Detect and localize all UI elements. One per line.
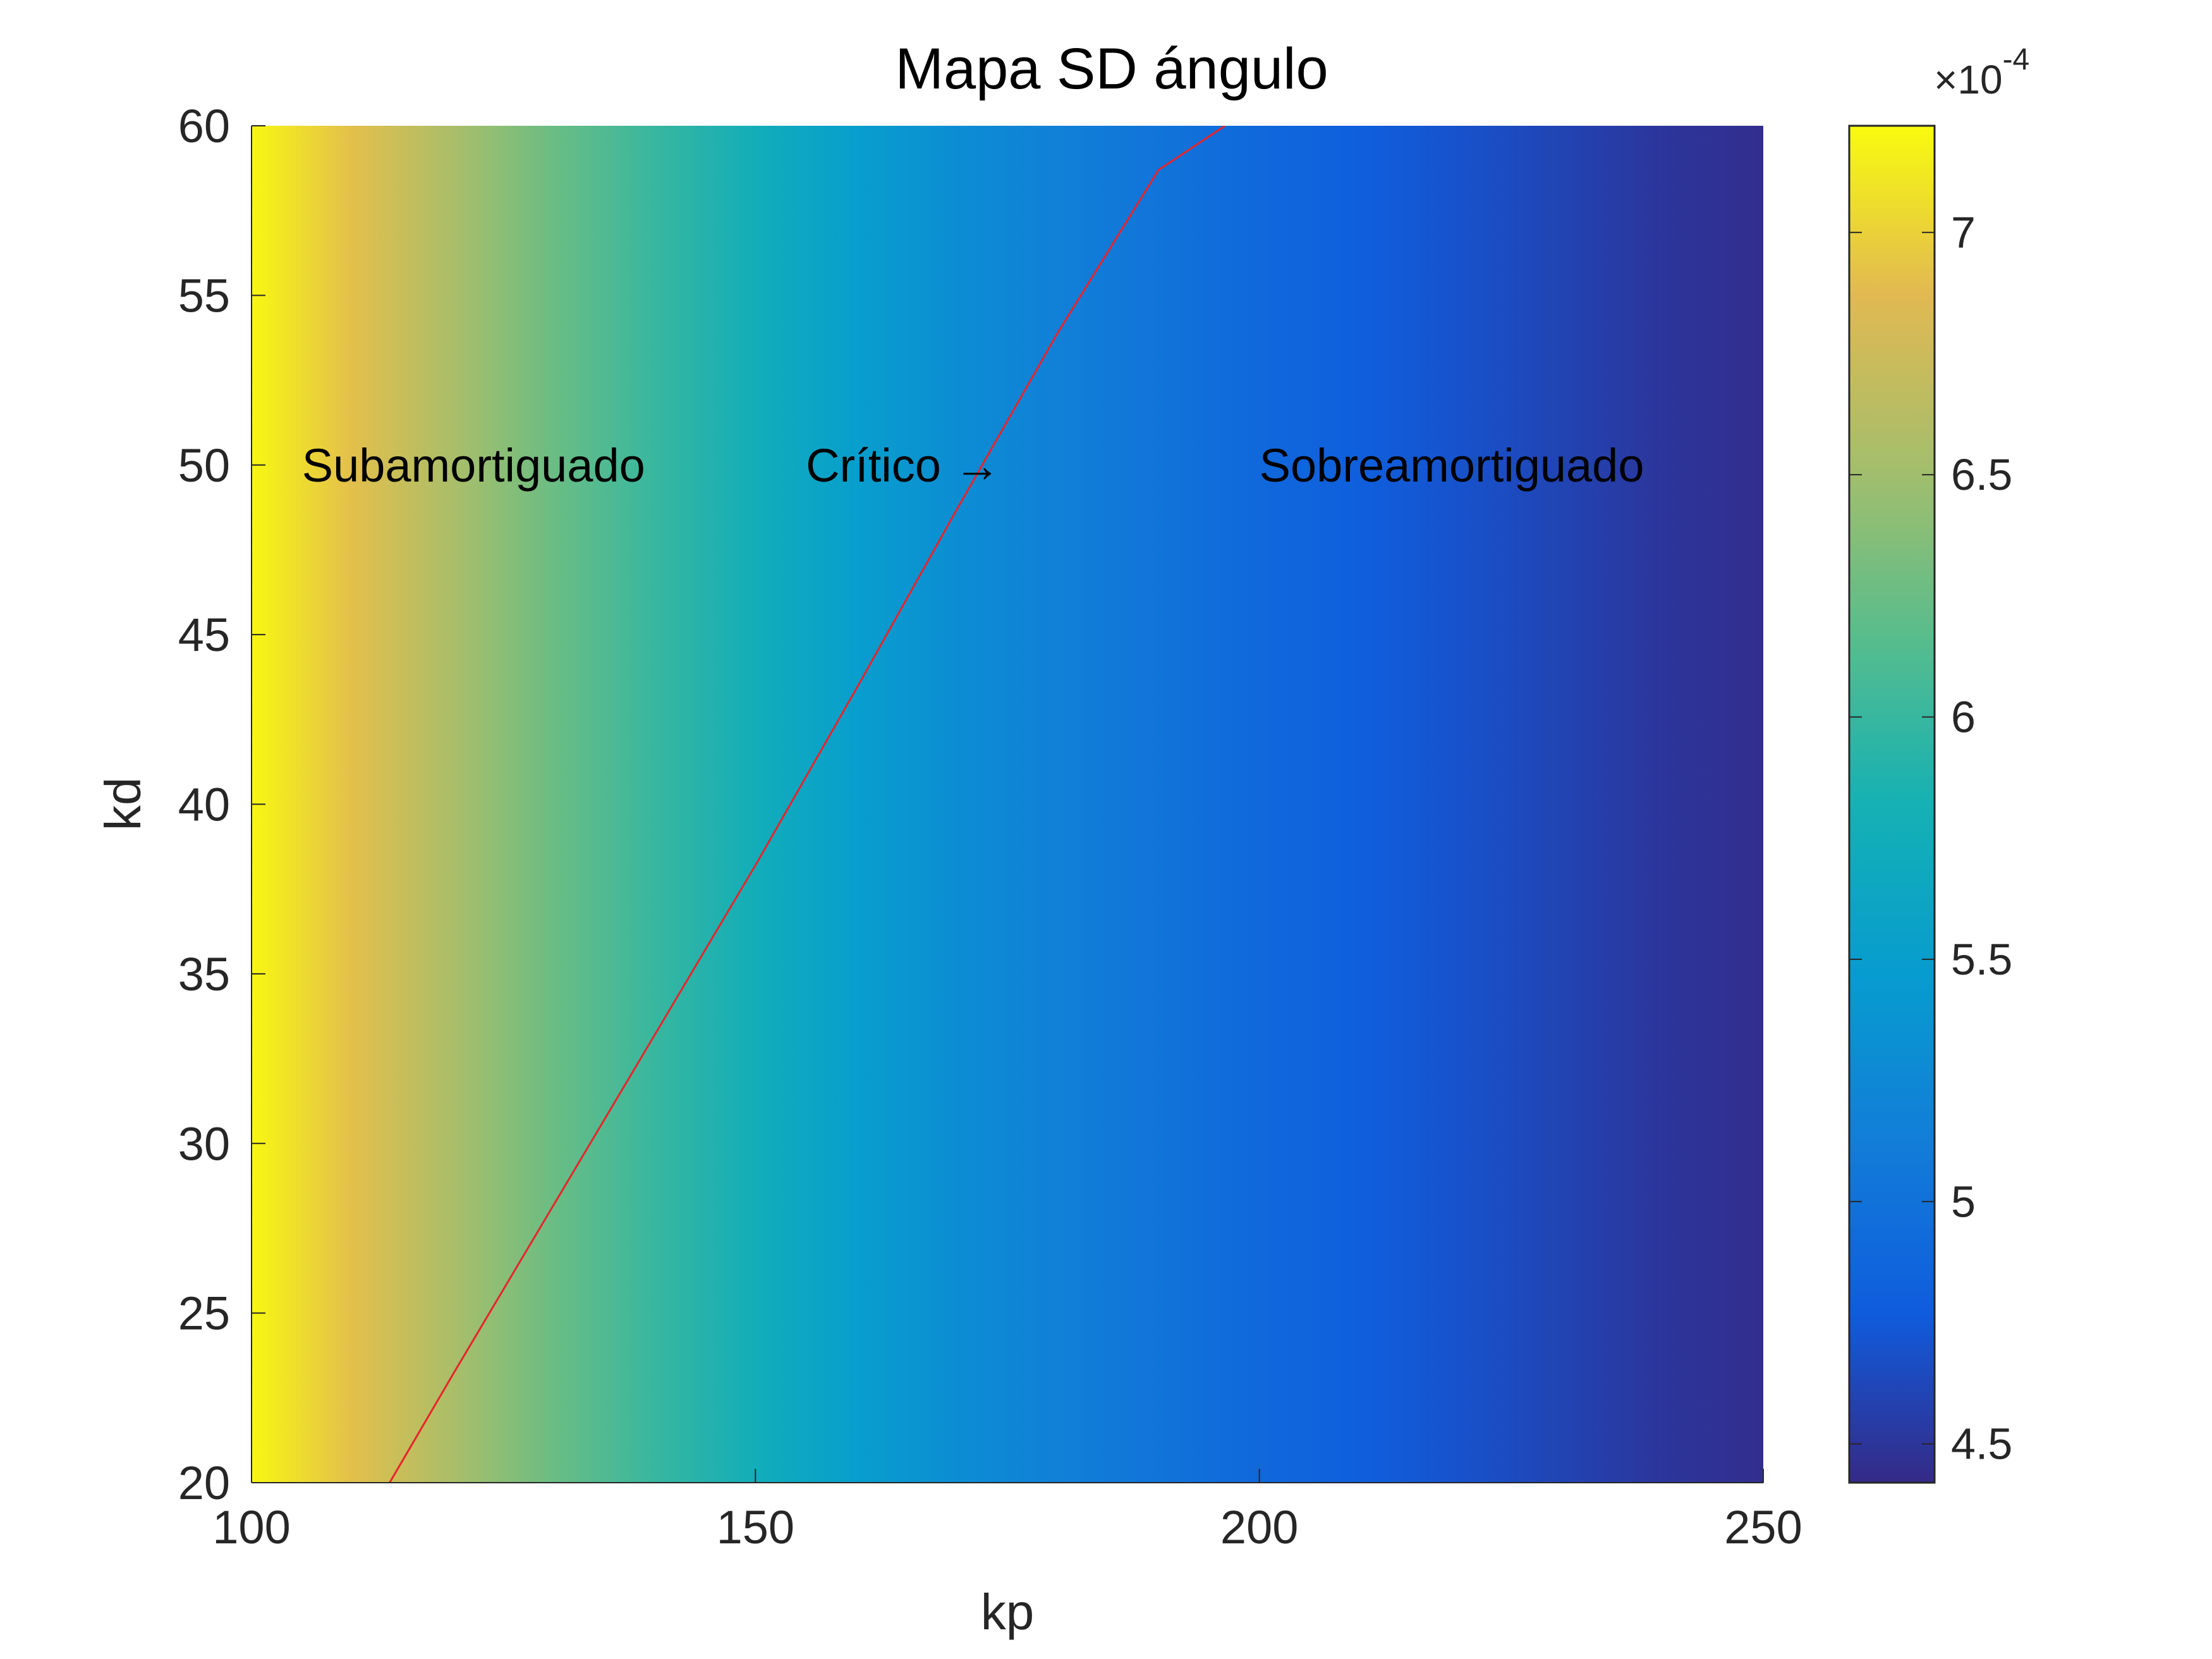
plot-area: Subamortiguado Crítico → Sobreamortiguado [252,126,1763,1483]
x-tick-label: 100 [212,1501,290,1553]
colorbar-tick-label: 6.5 [1951,450,2012,499]
colorbar-tick-label: 5 [1951,1177,1976,1226]
x-axis-label: kp [981,1584,1035,1640]
y-tick-label: 40 [178,779,230,831]
colorbar-gradient [1848,125,1936,1484]
y-tick-label: 50 [178,439,230,492]
colorbar-exponent: ×10-4 [1934,43,2029,102]
axes: 100 150 200 250 20 25 30 35 40 45 50 55 60 [178,100,1802,1553]
y-tick-label: 25 [178,1287,230,1340]
critical-damping-curve [389,126,1226,1483]
x-tick-label: 150 [717,1501,794,1553]
y-tick-label: 30 [178,1117,230,1170]
colorbar-tick-label: 6 [1951,692,1976,741]
chart-title: Mapa SD ángulo [895,37,1328,101]
y-tick-label: 20 [178,1457,230,1509]
x-tick-label: 200 [1220,1501,1298,1553]
annotation-label: Crítico → [806,439,1000,492]
x-tick-label: 250 [1724,1501,1802,1553]
colorbar: 4.5 5 5.5 6 6.5 7 ×10-4 [1848,43,2029,1484]
y-tick-label: 55 [178,269,230,322]
colorbar-tick-label: 5.5 [1951,935,2012,984]
y-tick-label: 60 [178,100,230,152]
y-tick-label: 45 [178,609,230,661]
y-axis-label: kd [95,777,151,831]
colorbar-tick-label: 7 [1951,208,1976,257]
heatmap [252,126,1763,1483]
colorbar-tick-label: 4.5 [1951,1419,2012,1469]
y-tick-label: 35 [178,948,230,1000]
annotation-label: Sobreamortiguado [1260,439,1644,492]
annotation-label: Subamortiguado [302,439,645,492]
